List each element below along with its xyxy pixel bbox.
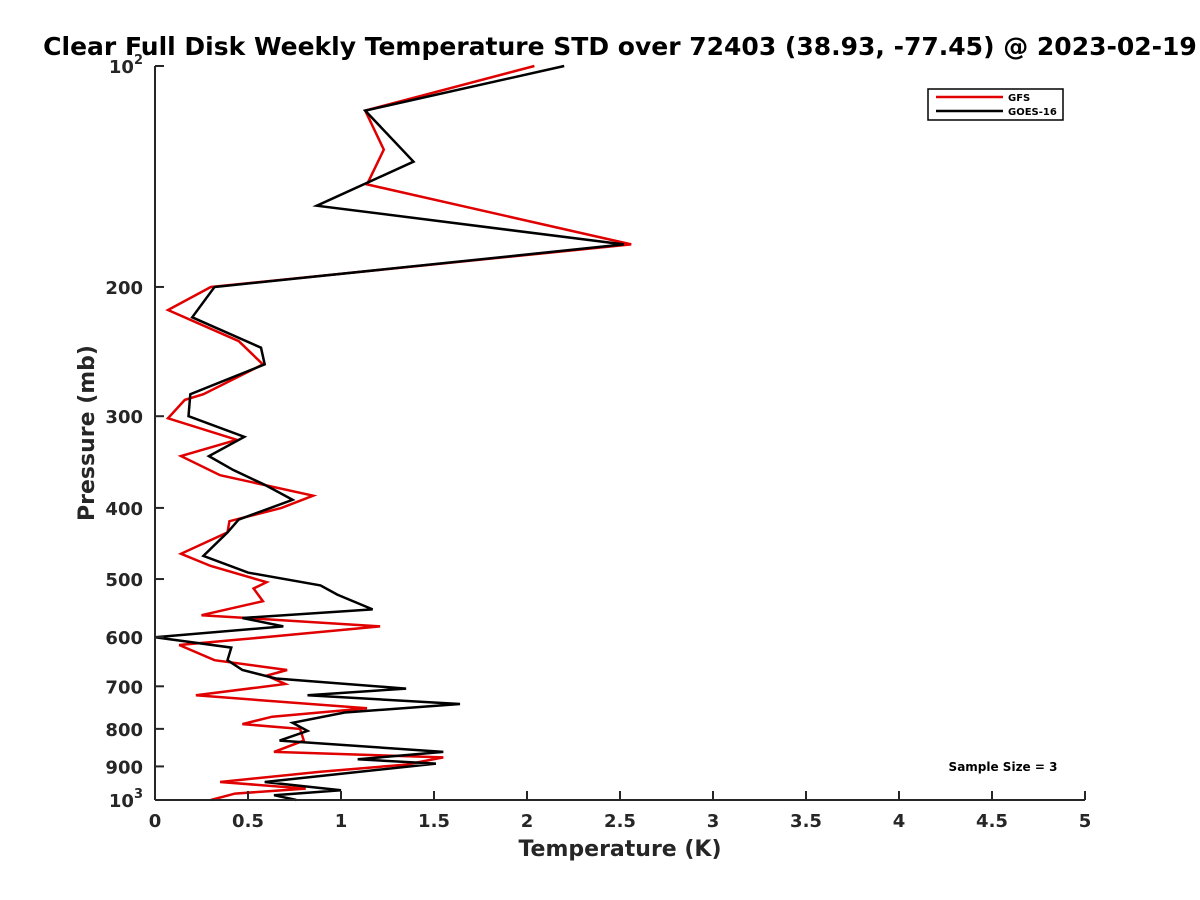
x-tick-label: 1 (335, 811, 348, 832)
x-tick-label: 5 (1079, 811, 1092, 832)
y-tick-label: 500 (105, 570, 143, 591)
x-tick-label: 4.5 (976, 811, 1008, 832)
x-axis-label: Temperature (K) (518, 837, 721, 862)
y-tick-label: 600 (105, 628, 143, 649)
axes-layer: 0 0.5 1 1.5 2 2.5 3 3.5 4 4.5 5 102 200 300 400 500 600 7… (105, 53, 1091, 832)
x-tick-label: 0 (149, 811, 162, 832)
x-tick-label: 4 (893, 811, 906, 832)
legend-label-goes-16: GOES-16 (1008, 107, 1057, 118)
x-tick-label: 2 (521, 811, 534, 832)
series-line-gfs (165, 64, 632, 802)
y-tick-label: 800 (105, 720, 143, 741)
legend-box (927, 88, 1064, 121)
series-line-goes-16 (154, 64, 624, 802)
y-tick-label: 103 (109, 787, 143, 812)
sample-size-annotation: Sample Size = 3 (949, 760, 1058, 774)
x-tick-label: 3.5 (790, 811, 822, 832)
legend-label-gfs: GFS (1008, 93, 1030, 104)
y-tick-label: 200 (105, 278, 143, 299)
series-layer (154, 64, 632, 802)
y-tick-label: 900 (105, 757, 143, 778)
y-tick-label: 102 (109, 53, 143, 78)
y-tick-label: 700 (105, 677, 143, 698)
x-tick-label: 1.5 (418, 811, 450, 832)
chart-title: Clear Full Disk Weekly Temperature STD o… (43, 32, 1197, 61)
y-tick-label: 400 (105, 499, 143, 520)
y-tick-label: 300 (105, 407, 143, 428)
x-tick-label: 3 (707, 811, 720, 832)
y-axis-label: Pressure (mb) (75, 345, 100, 521)
legend: GFS GOES-16 (927, 88, 1064, 121)
x-tick-label: 0.5 (232, 811, 264, 832)
x-tick-label: 2.5 (604, 811, 636, 832)
